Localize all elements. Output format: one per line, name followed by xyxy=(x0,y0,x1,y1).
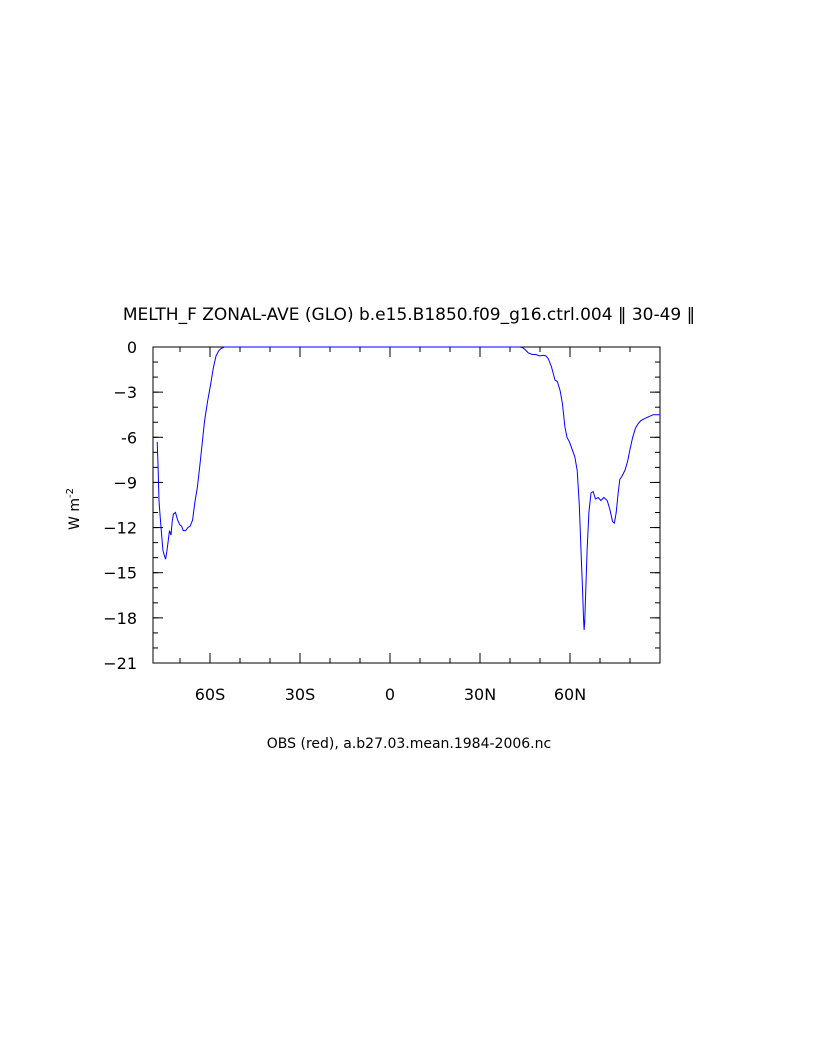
data-line-melth-f xyxy=(156,346,660,630)
x-tick-labels: 60S 30S 0 30N 60N xyxy=(195,685,586,704)
y-tick-label: −15 xyxy=(103,564,137,583)
y-tick-label: 0 xyxy=(127,338,137,357)
y-axis-label: W m-2 xyxy=(65,488,83,530)
x-tick-label: 0 xyxy=(385,685,395,704)
y-tick-label: −18 xyxy=(103,609,137,628)
y-tick-label: −9 xyxy=(113,473,137,492)
plot-frame xyxy=(152,346,661,664)
chart-title: MELTH_F ZONAL-AVE (GLO) b.e15.B1850.f09_… xyxy=(123,305,695,325)
x-tick-label: 30N xyxy=(464,685,496,704)
x-tick-label: 60N xyxy=(554,685,586,704)
y-tick-labels: 0 −3 -6 −9 −12 −15 −18 −21 xyxy=(103,338,137,673)
x-axis-label: OBS (red), a.b27.03.mean.1984-2006.nc xyxy=(267,736,551,752)
x-tick-label: 60S xyxy=(195,685,226,704)
y-tick-label: −12 xyxy=(103,519,137,538)
y-tick-label: -6 xyxy=(121,428,137,447)
y-tick-label: −3 xyxy=(113,383,137,402)
y-tick-label: −21 xyxy=(103,654,137,673)
x-tick-label: 30S xyxy=(285,685,316,704)
axis-ticks xyxy=(153,346,661,664)
